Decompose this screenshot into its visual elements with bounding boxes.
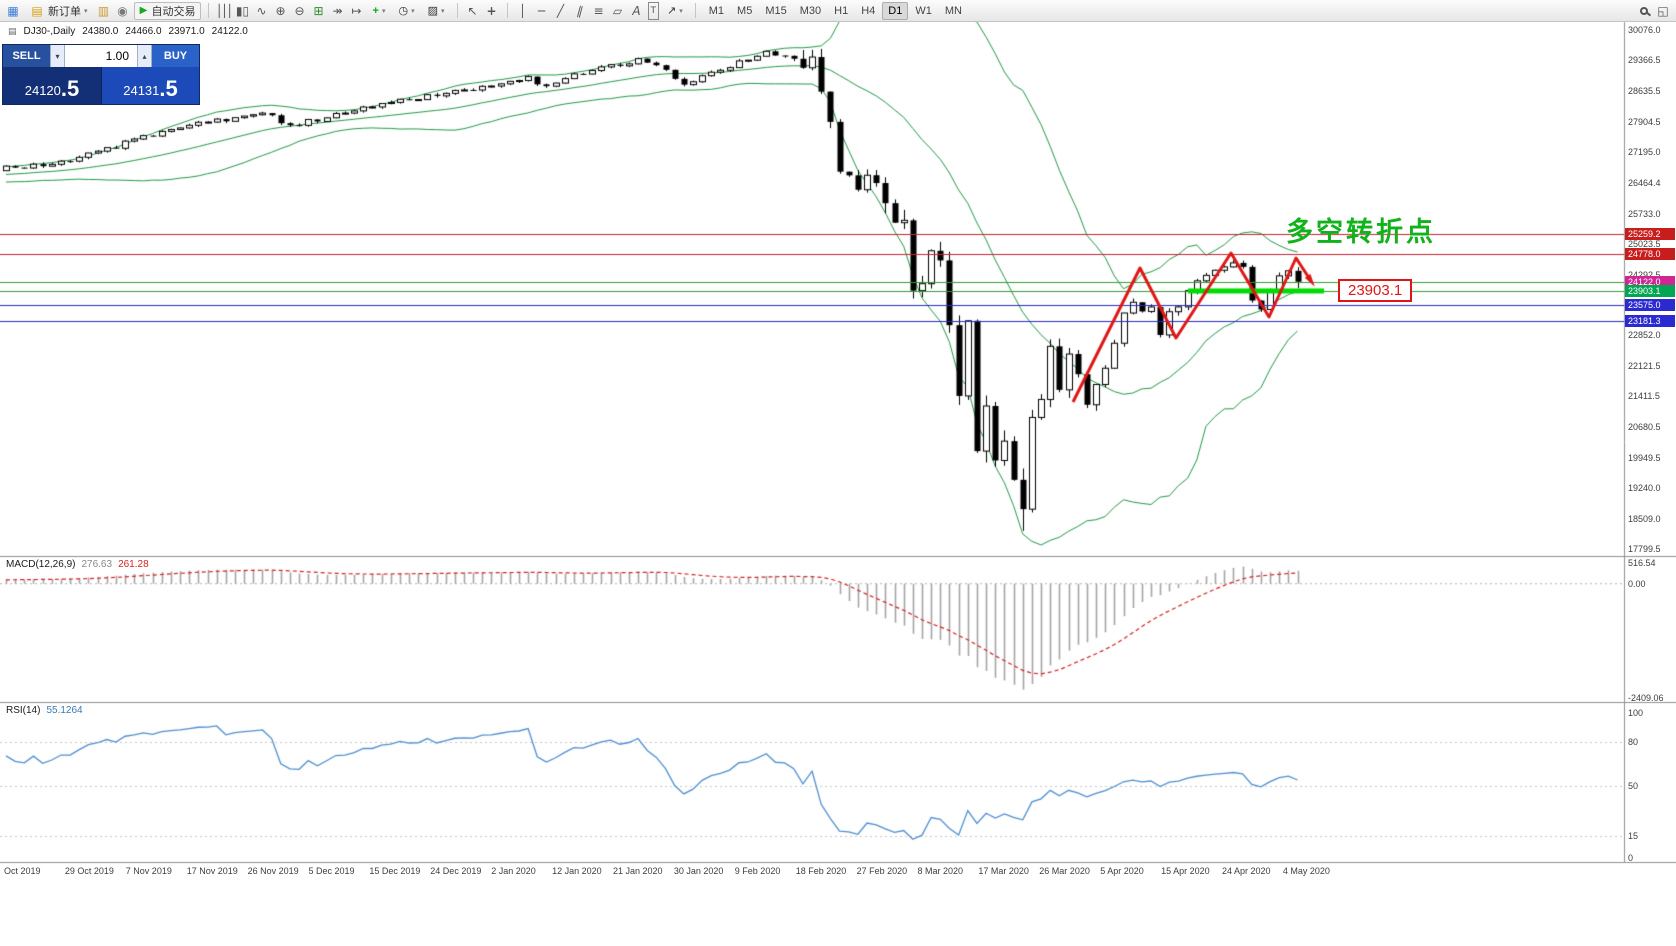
chart-title: ▤ DJ30-,Daily 24380.0 24466.0 23971.0 24… bbox=[8, 26, 248, 37]
ohlc-close: 24122.0 bbox=[211, 26, 248, 37]
bar-chart-icon[interactable]: │││ bbox=[215, 3, 234, 18]
macd-name: MACD(12,26,9) bbox=[6, 559, 76, 570]
autotrading-label: 自动交易 bbox=[151, 5, 196, 18]
periods-button[interactable]: ◷ ▾ bbox=[393, 2, 419, 20]
cursor-icon[interactable]: ↖ bbox=[467, 3, 478, 18]
sell-button[interactable]: SELL bbox=[3, 45, 50, 67]
template-icon: ▨ bbox=[427, 5, 438, 17]
sell-price-display[interactable]: 24120.5 bbox=[3, 67, 101, 104]
macd-indicator-label: MACD(12,26,9) 276.63 261.28 bbox=[6, 559, 149, 570]
chart-grid-icon[interactable]: ▦ bbox=[7, 3, 19, 18]
channel-icon[interactable]: ∥ bbox=[574, 2, 585, 19]
new-order-button[interactable]: ▤ 新订单 ▾ bbox=[24, 2, 93, 20]
sell-price-pips: .5 bbox=[60, 76, 80, 102]
chart-shift-icon[interactable]: ↦ bbox=[351, 3, 362, 18]
rsi-indicator-label: RSI(14) 55.1264 bbox=[6, 705, 83, 716]
autotrading-button[interactable]: ▶ 自动交易 bbox=[133, 1, 201, 20]
new-order-icon: ▤ bbox=[31, 3, 43, 18]
timeframe-group: M1 M5 M15 M30 H1 H4 D1 W1 MN bbox=[703, 1, 968, 20]
toolbar-separator bbox=[506, 3, 508, 18]
arrows-button[interactable]: ↗ ▾ bbox=[662, 2, 688, 20]
templates-button[interactable]: ▨ ▾ bbox=[423, 2, 450, 20]
ohlc-high: 24466.0 bbox=[125, 26, 162, 37]
fibonacci-icon[interactable]: ≡ bbox=[593, 3, 604, 18]
turning-point-annotation[interactable]: 多空转折点 bbox=[1286, 217, 1436, 247]
rsi-name: RSI(14) bbox=[6, 705, 41, 716]
buy-price-display[interactable]: 24131.5 bbox=[101, 67, 199, 104]
auto-scroll-icon[interactable]: ↠ bbox=[332, 3, 343, 18]
timeframe-button-w1[interactable]: W1 bbox=[915, 4, 932, 17]
toolbar-separator bbox=[456, 3, 458, 18]
text-label-icon[interactable]: T bbox=[647, 1, 660, 20]
chart-title-icon: ▤ bbox=[8, 26, 17, 36]
candlestick-chart-icon[interactable]: ▮▯ bbox=[235, 3, 250, 18]
horizontal-line-icon[interactable]: ─ bbox=[537, 3, 546, 18]
buy-button[interactable]: BUY bbox=[152, 45, 199, 67]
timeframe-button-m5[interactable]: M5 bbox=[737, 4, 753, 17]
one-click-trading-panel: SELL ▾ 1.00 ▴ BUY 24120.5 24131.5 bbox=[2, 44, 200, 105]
ohlc-low: 23971.0 bbox=[168, 26, 205, 37]
sell-price-main: 24120 bbox=[24, 83, 61, 99]
shapes-icon[interactable]: ▱ bbox=[612, 3, 623, 18]
timeframe-button-d1[interactable]: D1 bbox=[882, 1, 909, 20]
volume-input[interactable]: 1.00 bbox=[65, 45, 137, 67]
timeframe-button-m1[interactable]: M1 bbox=[708, 4, 725, 17]
timeframe-button-h4[interactable]: H4 bbox=[861, 4, 876, 17]
timeframe-button-m15[interactable]: M15 bbox=[765, 4, 787, 17]
toolbar-separator bbox=[207, 3, 209, 18]
macd-signal-value: 261.28 bbox=[118, 559, 149, 570]
new-order-label: 新订单 bbox=[48, 5, 81, 18]
dropdown-caret-icon: ▾ bbox=[441, 7, 445, 15]
crosshair-icon[interactable]: + bbox=[486, 3, 497, 18]
ohlc-open: 24380.0 bbox=[82, 26, 119, 37]
search-icon[interactable] bbox=[1636, 2, 1652, 20]
volume-increase-stepper[interactable]: ▴ bbox=[137, 45, 152, 67]
timeframe-button-h1[interactable]: H1 bbox=[834, 4, 849, 17]
indicators-plus-icon: + bbox=[372, 4, 379, 17]
line-chart-icon[interactable]: ∿ bbox=[256, 3, 267, 18]
indicators-button[interactable]: + ▾ bbox=[368, 2, 391, 20]
symbol-name: DJ30-,Daily bbox=[23, 26, 76, 37]
top-toolbar: ▦ ▤ 新订单 ▾ ▥ ◉ ▶ 自动交易 │││ ▮▯ ∿ ⊕ ⊖ ⊞ ↠ ↦ … bbox=[0, 0, 1676, 22]
buy-price-pips: .5 bbox=[159, 76, 178, 102]
profile-icon[interactable]: ◉ bbox=[117, 3, 128, 18]
vertical-line-icon[interactable]: │ bbox=[518, 3, 527, 18]
autotrading-play-icon: ▶ bbox=[139, 4, 148, 16]
quick-panel-icon[interactable]: ◱ bbox=[1657, 3, 1669, 18]
trade-price-row: 24120.5 24131.5 bbox=[3, 67, 199, 104]
timeframe-button-mn[interactable]: MN bbox=[944, 4, 962, 17]
dropdown-caret-icon: ▾ bbox=[679, 7, 683, 15]
magnifier-glyph bbox=[1640, 6, 1648, 15]
timeframe-button-m30[interactable]: M30 bbox=[799, 4, 822, 17]
tile-windows-icon[interactable]: ⊞ bbox=[313, 3, 324, 18]
dropdown-caret-icon: ▾ bbox=[84, 7, 88, 15]
zoom-in-icon[interactable]: ⊕ bbox=[275, 3, 286, 18]
trendline-icon[interactable]: ╱ bbox=[556, 3, 565, 18]
text-icon[interactable]: A bbox=[632, 3, 641, 18]
dropdown-caret-icon: ▾ bbox=[411, 7, 415, 15]
volume-decrease-stepper[interactable]: ▾ bbox=[50, 45, 65, 67]
zoom-out-icon[interactable]: ⊖ bbox=[294, 3, 305, 18]
dropdown-caret-icon: ▾ bbox=[381, 7, 386, 15]
trade-controls-row: SELL ▾ 1.00 ▴ BUY bbox=[3, 45, 199, 67]
buy-price-main: 24131 bbox=[123, 83, 160, 99]
clock-icon: ◷ bbox=[398, 5, 409, 17]
arrow-icon: ↗ bbox=[667, 5, 677, 17]
toolbar-separator bbox=[694, 3, 696, 18]
chart-window-icon[interactable]: ▥ bbox=[97, 3, 110, 18]
key-level-label[interactable]: 23903.1 bbox=[1338, 279, 1413, 302]
macd-main-value: 276.63 bbox=[81, 559, 113, 570]
rsi-value: 55.1264 bbox=[46, 705, 83, 716]
